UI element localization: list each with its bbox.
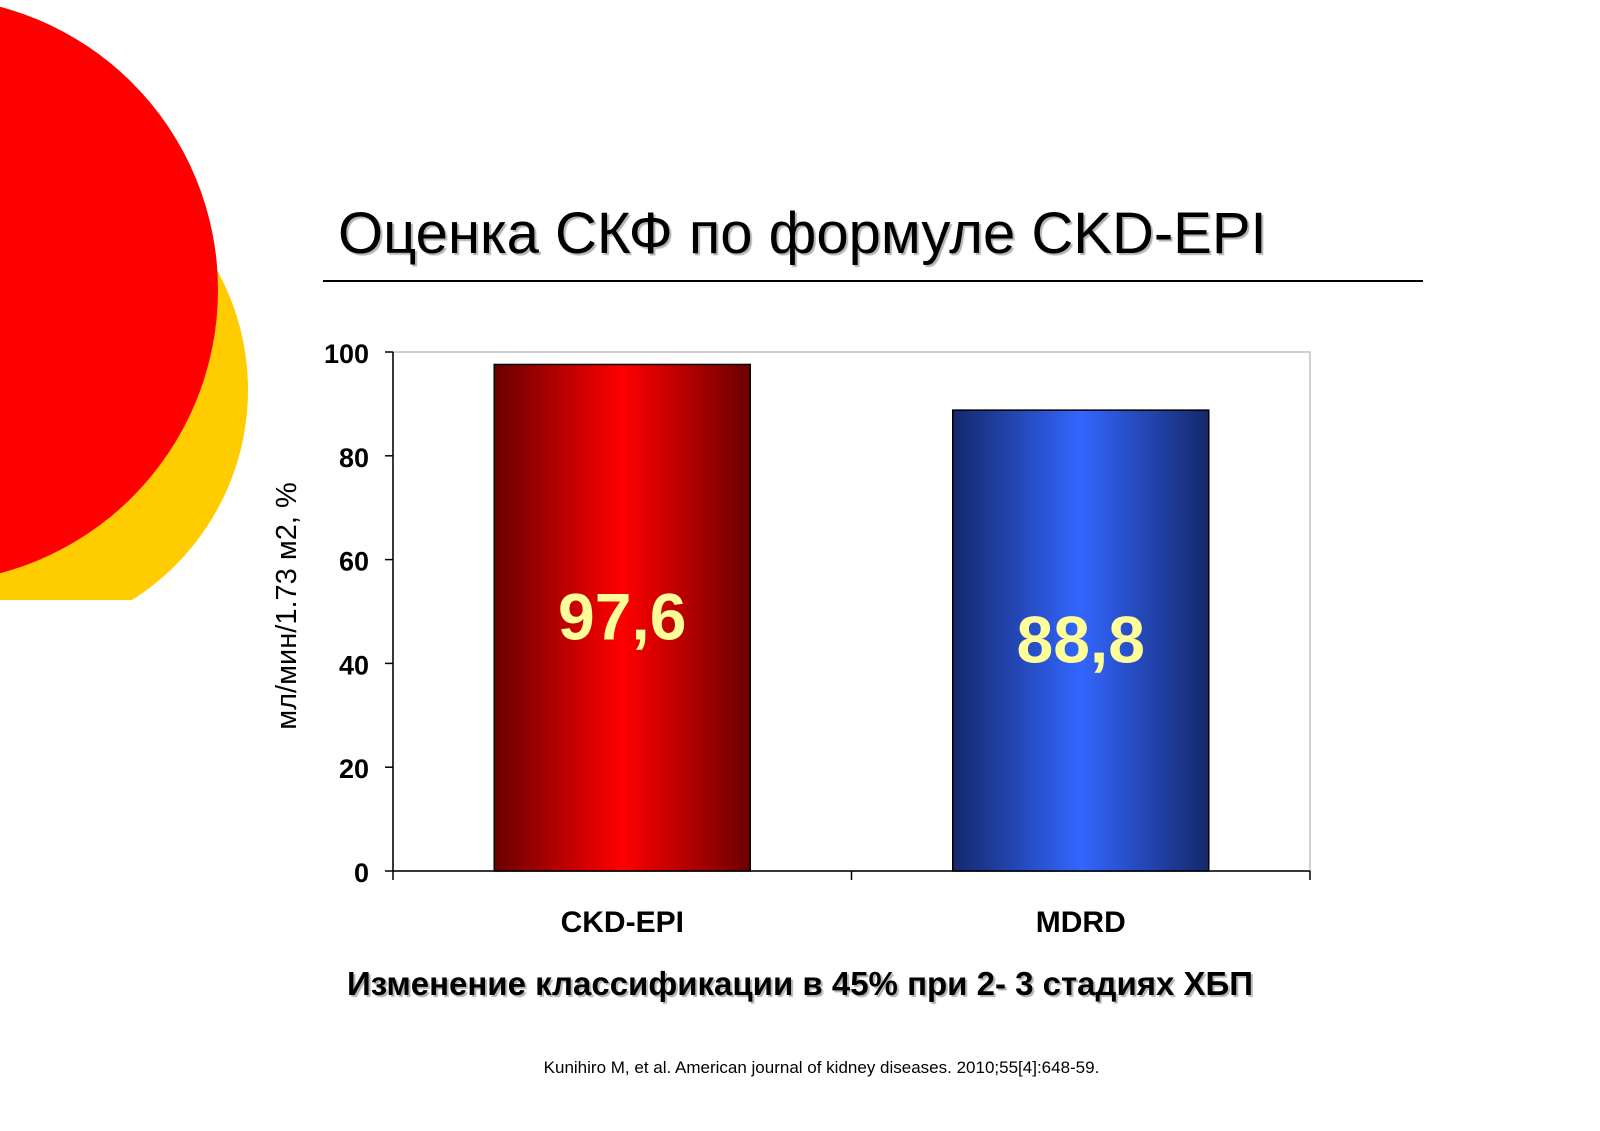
red-circle-shape xyxy=(0,6,218,574)
y-tick-label: 20 xyxy=(339,754,369,784)
bar-value-label: 88,8 xyxy=(1017,603,1145,677)
y-tick-label: 60 xyxy=(339,547,369,577)
slide-title: Оценка СКФ по формуле CKD-EPI xyxy=(338,201,1267,266)
summary-statement: Изменение классификации в 45% при 2- 3 с… xyxy=(347,965,1253,1002)
decorative-circles xyxy=(0,6,248,600)
y-tick-label: 0 xyxy=(354,858,369,888)
y-tick-label: 80 xyxy=(339,443,369,473)
title-underline xyxy=(323,280,1423,282)
bar-value-label: 97,6 xyxy=(558,580,686,654)
bar-chart: 0 20 40 60 80 100 97,6 CKD-EPI 88,8 MDRD мл/мин/1.… xyxy=(271,339,1311,939)
x-category-label: CKD-EPI xyxy=(561,906,684,939)
citation: Kunihiro M, et al. American journal of k… xyxy=(543,1058,1100,1077)
y-tick-label: 100 xyxy=(324,339,369,369)
x-category-label: MDRD xyxy=(1036,906,1126,939)
bar-ckd-epi xyxy=(493,363,751,872)
bar-mdrd xyxy=(952,409,1210,872)
y-axis-title: мл/мин/1.73 м2, % xyxy=(271,482,303,730)
y-tick-label: 40 xyxy=(339,650,369,680)
